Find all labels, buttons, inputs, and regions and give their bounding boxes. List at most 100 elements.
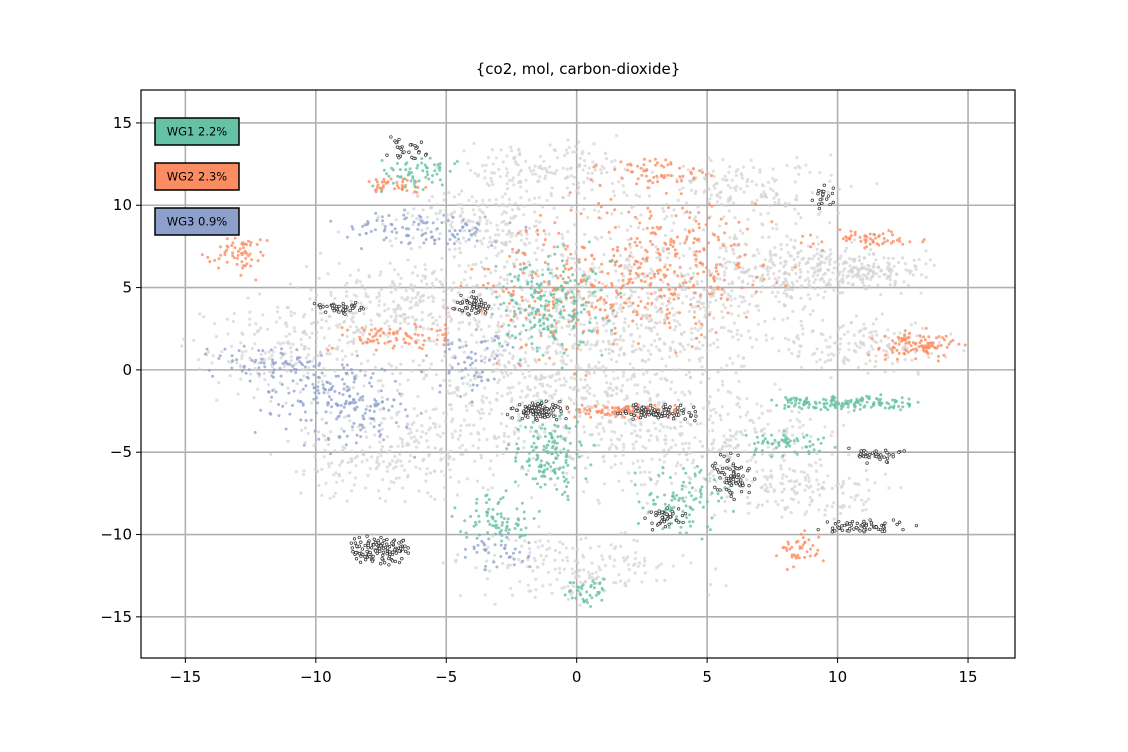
background-point — [786, 287, 790, 291]
background-point — [409, 431, 413, 435]
wg3-point — [511, 345, 515, 349]
background-point — [579, 322, 583, 326]
background-point — [362, 453, 366, 457]
wg2-point — [613, 225, 617, 229]
background-point — [626, 555, 630, 559]
background-point — [584, 580, 588, 584]
background-point — [604, 374, 608, 378]
background-point — [742, 364, 746, 368]
wg2-point — [619, 286, 623, 290]
wg3-point — [437, 237, 441, 241]
wg2-point — [584, 374, 588, 377]
background-point — [320, 311, 325, 315]
background-point — [569, 166, 573, 170]
background-point — [708, 479, 712, 483]
background-point — [553, 483, 557, 487]
wg3-point — [355, 405, 359, 409]
background-point — [406, 322, 410, 326]
background-point — [393, 288, 398, 292]
background-point — [721, 264, 725, 268]
background-point — [725, 363, 729, 368]
background-point — [509, 586, 513, 590]
background-point — [557, 320, 561, 324]
wg3-point — [403, 208, 407, 212]
background-point — [477, 438, 481, 442]
background-point — [716, 194, 720, 198]
wg2-point — [600, 270, 604, 274]
background-point — [896, 360, 900, 364]
background-point — [448, 363, 452, 367]
wg3-point — [405, 425, 409, 429]
background-point — [790, 280, 794, 285]
background-point — [469, 276, 473, 280]
background-point — [807, 486, 811, 490]
background-point — [582, 409, 586, 413]
background-point — [871, 322, 876, 326]
background-point — [438, 315, 442, 319]
background-point — [847, 257, 852, 261]
background-point — [849, 495, 853, 499]
wg3-point — [382, 238, 386, 242]
background-point — [579, 580, 583, 584]
wg3-point — [369, 376, 373, 380]
background-point — [643, 385, 647, 389]
background-point — [630, 265, 634, 269]
wg2-point — [707, 216, 711, 220]
background-point — [420, 310, 424, 314]
background-point — [320, 318, 324, 322]
wg2-point — [435, 338, 439, 342]
background-point — [517, 381, 521, 385]
wg3-point — [304, 384, 308, 388]
wg2-point — [587, 310, 591, 314]
wg2-point — [904, 341, 908, 345]
wg3-point — [263, 365, 267, 369]
wg2-point — [890, 348, 894, 352]
background-point — [736, 444, 741, 448]
wg2-point — [639, 317, 643, 321]
wg2-point — [666, 282, 670, 286]
background-point — [302, 469, 306, 473]
wg2-point — [674, 351, 678, 355]
background-point — [336, 325, 340, 329]
background-point — [748, 418, 752, 423]
wg2-point — [619, 295, 623, 299]
background-point — [422, 377, 426, 381]
background-point — [821, 333, 825, 337]
background-point — [452, 195, 456, 199]
background-point — [742, 311, 747, 315]
background-point — [879, 268, 884, 272]
wg2-point — [569, 266, 573, 270]
background-point — [394, 307, 398, 311]
wg2-point — [672, 297, 676, 301]
wg2-point — [208, 260, 212, 264]
background-point — [460, 207, 464, 211]
wg2-point — [480, 309, 483, 313]
background-point — [548, 143, 552, 147]
background-point — [429, 495, 433, 499]
background-point — [568, 385, 572, 390]
background-point — [819, 267, 823, 271]
background-point — [641, 359, 645, 363]
background-point — [683, 393, 687, 397]
background-point — [759, 195, 763, 199]
background-point — [777, 269, 782, 273]
background-point — [244, 349, 248, 353]
background-point — [697, 347, 701, 351]
wg2-point — [653, 403, 657, 407]
background-point — [793, 263, 798, 267]
background-point — [781, 318, 785, 322]
background-point — [394, 314, 398, 318]
background-point — [381, 222, 385, 226]
wg2-point — [590, 254, 594, 258]
background-point — [623, 264, 627, 268]
background-point — [553, 558, 557, 562]
background-point — [217, 381, 221, 385]
background-point — [622, 559, 627, 563]
background-point — [383, 303, 387, 307]
background-point — [525, 237, 529, 241]
background-point — [841, 480, 846, 484]
background-point — [853, 257, 857, 261]
background-point — [779, 467, 783, 471]
background-point — [383, 321, 387, 325]
background-point — [597, 443, 601, 447]
